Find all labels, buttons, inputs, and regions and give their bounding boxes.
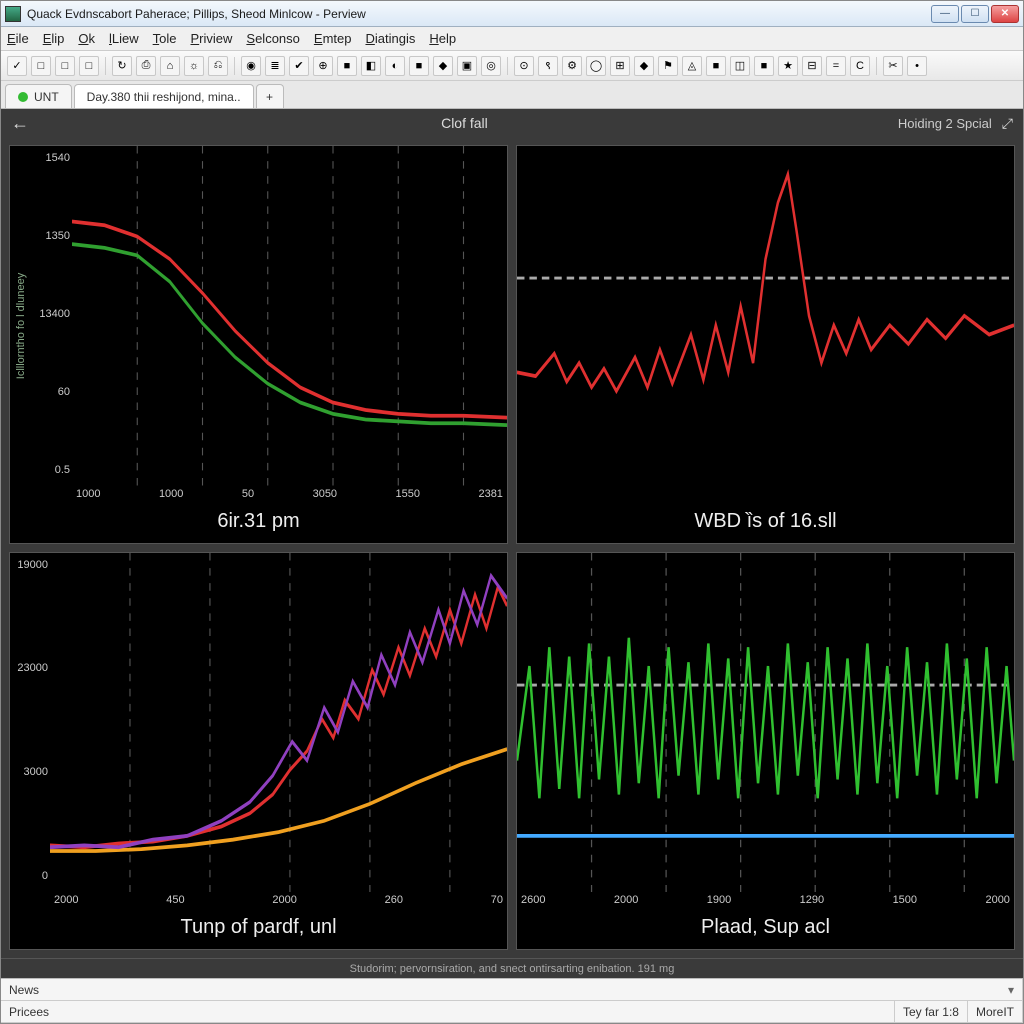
menu-help[interactable]: Help [429,31,456,46]
toolbar-button-21[interactable]: ◎ [481,56,501,76]
menu-priview[interactable]: Priview [191,31,233,46]
toolbar-button-12[interactable]: ≣ [265,56,285,76]
plot-svg [50,553,507,893]
toolbar-button-11[interactable]: ◉ [241,56,261,76]
toolbar-button-13[interactable]: ✔ [289,56,309,76]
window-buttons: — ☐ ✕ [931,5,1019,23]
menu-tole[interactable]: Tole [153,31,177,46]
toolbar-button-24[interactable]: ९ [538,56,558,76]
menu-emtep[interactable]: Emtep [314,31,352,46]
menu-elip[interactable]: Elip [43,31,65,46]
chart-bottom-left: 190002300030000 2000450200026070 Tunp of… [9,552,508,951]
toolbar-button-5[interactable]: ↻ [112,56,132,76]
toolbar-button-32[interactable]: ◫ [730,56,750,76]
toolbar-button-40[interactable]: • [907,56,927,76]
chart-bottom-right: 260020001900129015002000 Plaad, Sup acl [516,552,1015,951]
chart-top-right: WBD ȉs of 16.sll [516,145,1015,544]
main-window: Quack Evdnscabort Paherace; Pillips, She… [0,0,1024,1024]
status-area: News PriceesTey far 1:8MoreIT [1,978,1023,1023]
toolbar-button-39[interactable]: ✂ [883,56,903,76]
app-icon [5,6,21,22]
chart-caption: WBD ȉs of 16.sll [517,506,1014,543]
menu-diatingis[interactable]: Diatingis [365,31,415,46]
xticks: 260020001900129015002000 [517,892,1014,912]
toolbar-button-7[interactable]: ⌂ [160,56,180,76]
plot-svg [72,146,507,486]
toolbar-button-25[interactable]: ⚙ [562,56,582,76]
toolbar-button-14[interactable]: ⊕ [313,56,333,76]
menu-eile[interactable]: Eile [7,31,29,46]
toolbar-button-6[interactable]: ⎙ [136,56,156,76]
toolbar-button-29[interactable]: ⚑ [658,56,678,76]
toolbar-button-16[interactable]: ◧ [361,56,381,76]
titlebar: Quack Evdnscabort Paherace; Pillips, She… [1,1,1023,27]
toolbar-button-23[interactable]: ⊙ [514,56,534,76]
tab[interactable]: Day.380 thii reshijond, mina.. [74,84,254,108]
toolbar-button-30[interactable]: ◬ [682,56,702,76]
xticks: 1000100050305015502381 [72,486,507,506]
toolbar-button-19[interactable]: ◆ [433,56,453,76]
chart-grid: Iclllorntho fo l dluneey 154013501340060… [1,137,1023,958]
minimize-button[interactable]: — [931,5,959,23]
chart-caption: Plaad, Sup acl [517,912,1014,949]
yticks: 1540135013400600.5 [32,146,72,506]
toolbar-button-27[interactable]: ⊞ [610,56,630,76]
chart-title: Clof fall [31,115,898,131]
plot-svg [517,146,1014,486]
toolbar-button-31[interactable]: ■ [706,56,726,76]
tabstrip: UNTDay.380 thii reshijond, mina..+ [1,81,1023,109]
toolbar-button-26[interactable]: ◯ [586,56,606,76]
menu-ok[interactable]: Ok [78,31,95,46]
toolbar-button-8[interactable]: ☼ [184,56,204,76]
toolbar-button-34[interactable]: ★ [778,56,798,76]
window-title: Quack Evdnscabort Paherace; Pillips, She… [27,7,931,21]
yticks: 190002300030000 [10,553,50,913]
toolbar-button-28[interactable]: ◆ [634,56,654,76]
menu-lliew[interactable]: lLiew [109,31,139,46]
status-row-1: News [1,979,1023,1001]
toolbar-button-15[interactable]: ■ [337,56,357,76]
status-cell[interactable]: News [1,979,1023,1000]
plot-svg [517,553,1014,893]
toolbar: ✓□□□↻⎙⌂☼⎌◉≣✔⊕■◧◐■◆▣◎⊙९⚙◯⊞◆⚑◬■◫■★⊟=C✂• [1,51,1023,81]
tab-add[interactable]: + [256,84,284,108]
chart-subtitle: Hoiding 2 Spcial [898,116,992,131]
menubar: Eile Elip OklLiew Tole Priview Selconso Emtep D… [1,27,1023,51]
chart-header: ← Clof fall Hoiding 2 Spcial ⤢ [1,109,1023,137]
toolbar-button-9[interactable]: ⎌ [208,56,228,76]
status-cell[interactable]: MoreIT [968,1001,1023,1022]
menu-selconso[interactable]: Selconso [246,31,299,46]
status-cell[interactable]: Pricees [1,1001,895,1022]
chart-footer: Studorim; pervornsiration, and snect ont… [1,958,1023,978]
chart-caption: 6ir.31 pm [10,506,507,543]
toolbar-button-17[interactable]: ◐ [385,56,405,76]
toolbar-button-0[interactable]: ✓ [7,56,27,76]
status-cell[interactable]: Tey far 1:8 [895,1001,968,1022]
toolbar-button-1[interactable]: □ [31,56,51,76]
toolbar-button-18[interactable]: ■ [409,56,429,76]
toolbar-button-3[interactable]: □ [79,56,99,76]
tab[interactable]: UNT [5,84,72,108]
close-button[interactable]: ✕ [991,5,1019,23]
toolbar-button-35[interactable]: ⊟ [802,56,822,76]
chart-caption: Tunp of pardf, unl [10,912,507,949]
toolbar-button-2[interactable]: □ [55,56,75,76]
chart-area: ← Clof fall Hoiding 2 Spcial ⤢ Iclllornt… [1,109,1023,978]
back-button[interactable]: ← [11,113,31,134]
maximize-button[interactable]: ☐ [961,5,989,23]
toolbar-button-37[interactable]: C [850,56,870,76]
ylabel: Iclllorntho fo l dluneey [10,146,32,506]
toolbar-button-20[interactable]: ▣ [457,56,477,76]
xticks: 2000450200026070 [50,892,507,912]
chart-top-left: Iclllorntho fo l dluneey 154013501340060… [9,145,508,544]
expand-icon[interactable]: ⤢ [1002,115,1013,132]
xticks [517,486,1014,506]
status-row-2: PriceesTey far 1:8MoreIT [1,1001,1023,1023]
toolbar-button-36[interactable]: = [826,56,846,76]
toolbar-button-33[interactable]: ■ [754,56,774,76]
